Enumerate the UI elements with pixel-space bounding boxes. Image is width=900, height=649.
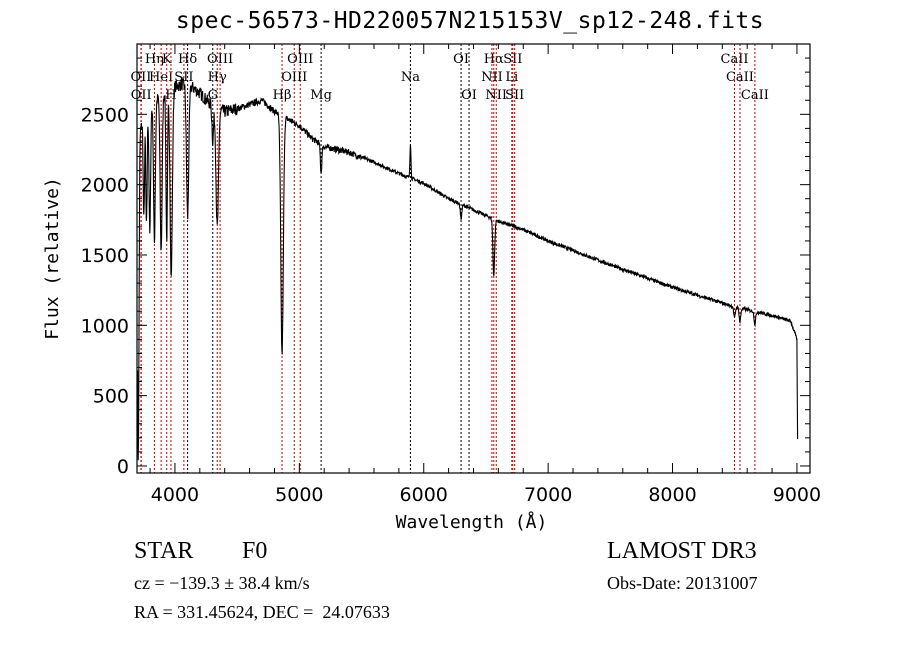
spectral-line-label: OIII (281, 70, 307, 85)
spectral-line-label: SII (505, 88, 524, 103)
y-tick-label: 1500 (81, 245, 129, 267)
spectral-line-label: NII (481, 70, 503, 85)
spectral-line-label: Hδ (178, 52, 197, 67)
spectral-line-label: Li (505, 70, 518, 85)
spectral-line-label: CaII (721, 52, 749, 67)
survey-label: LAMOST DR3 (607, 538, 757, 564)
y-axis-label: Flux (relative) (42, 177, 63, 340)
y-tick-label: 0 (117, 456, 129, 478)
object-subclass: F0 (242, 538, 268, 564)
spectral-line-label: H (165, 88, 176, 103)
spectral-line-label: OIII (207, 52, 233, 67)
spectral-line-label: NII (485, 88, 507, 103)
x-tick-label: 5000 (275, 484, 323, 506)
spectral-line-label: Hγ (208, 70, 227, 85)
y-tick-label: 2500 (81, 104, 129, 126)
spectral-line-label: G (208, 88, 218, 103)
spectral-line-label: OI (453, 52, 469, 67)
spectral-line-label: Na (401, 70, 420, 85)
spectral-line-label: Hα (484, 52, 504, 67)
spectral-line-label: OII (131, 88, 152, 103)
spectral-line-label: OIII (287, 52, 313, 67)
spectral-line-label: HeI (149, 70, 173, 85)
spectral-line-label: Hη (145, 52, 164, 67)
spectral-line-label: OI (461, 88, 477, 103)
spectral-line-label: SII (503, 52, 522, 67)
obs-date: Obs-Date: 20131007 (607, 573, 758, 593)
x-tick-label: 8000 (648, 484, 696, 506)
chart-title: spec-56573-HD220057N215153V_sp12-248.fit… (175, 8, 765, 34)
x-tick-label: 9000 (773, 484, 821, 506)
spectral-line-label: K (162, 52, 172, 67)
x-tick-label: 6000 (400, 484, 448, 506)
spectrum-line (137, 76, 799, 461)
x-tick-label: 7000 (524, 484, 572, 506)
y-tick-label: 500 (93, 386, 129, 408)
redshift-cz: cz = −139.3 ± 38.4 km/s (134, 573, 310, 593)
spectral-line-label: CaII (741, 88, 769, 103)
x-tick-label: 4000 (151, 484, 199, 506)
x-axis-label: Wavelength (Å) (396, 511, 548, 533)
object-class: STAR (134, 538, 194, 564)
spectral-line-label: Mg (310, 88, 332, 103)
spectral-line-label: SII (174, 70, 193, 85)
spectral-line-label: Hβ (273, 88, 292, 103)
y-tick-label: 2000 (81, 175, 129, 197)
y-tick-label: 1000 (81, 315, 129, 337)
coordinates: RA = 331.45624, DEC = 24.07633 (134, 602, 390, 622)
spectral-line-label: CaII (726, 70, 754, 85)
